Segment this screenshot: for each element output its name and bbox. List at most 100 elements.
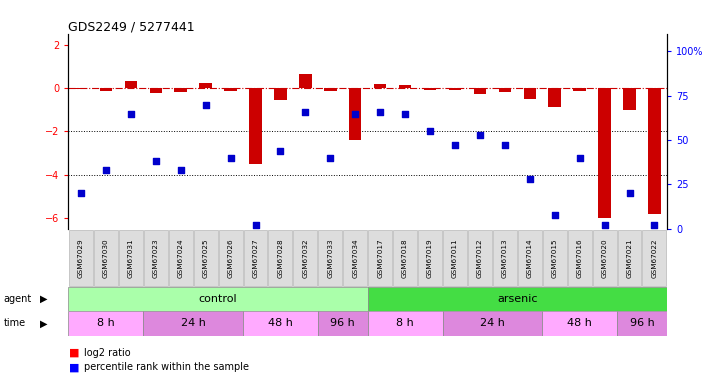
Text: arsenic: arsenic (497, 294, 538, 304)
Bar (143, 311, 243, 336)
Bar (243, 311, 318, 336)
Bar (75, 88, 87, 89)
Text: GSM67021: GSM67021 (627, 238, 632, 278)
Point (524, 176, 536, 182)
Bar (542, 311, 617, 336)
Point (200, 102, 211, 108)
Bar (99, 88, 112, 91)
Point (624, 190, 635, 196)
Text: 24 h: 24 h (181, 318, 205, 328)
Text: ▶: ▶ (40, 294, 47, 304)
Text: GSM67014: GSM67014 (527, 238, 533, 278)
Point (75, 190, 87, 196)
Bar (618, 230, 642, 286)
Text: GSM67017: GSM67017 (377, 238, 383, 278)
Point (175, 167, 187, 173)
Text: GSM67034: GSM67034 (353, 238, 358, 278)
Bar (349, 88, 361, 140)
Point (649, 222, 660, 228)
Bar (642, 230, 666, 286)
Text: GSM67027: GSM67027 (252, 238, 259, 278)
Bar (94, 230, 118, 286)
Text: GSM67024: GSM67024 (177, 238, 184, 278)
Bar (443, 311, 542, 336)
Text: 24 h: 24 h (480, 318, 505, 328)
Bar (194, 230, 218, 286)
Point (574, 155, 585, 161)
Bar (518, 230, 541, 286)
Bar (543, 230, 567, 286)
Bar (68, 311, 143, 336)
Bar (268, 230, 293, 286)
Bar (125, 81, 137, 88)
Bar (324, 88, 337, 90)
Point (324, 155, 336, 161)
Bar (368, 311, 443, 336)
Bar (374, 84, 386, 88)
Point (275, 148, 286, 154)
Bar (418, 230, 442, 286)
Bar (274, 88, 287, 100)
Text: GSM67030: GSM67030 (103, 238, 109, 278)
Bar (499, 88, 511, 92)
Text: 8 h: 8 h (397, 318, 414, 328)
Text: ■: ■ (68, 348, 79, 357)
Point (474, 132, 486, 138)
Bar (468, 230, 492, 286)
Bar (293, 230, 317, 286)
Text: GSM67028: GSM67028 (278, 238, 283, 278)
Bar (244, 230, 267, 286)
Point (399, 111, 411, 117)
Bar (399, 85, 412, 88)
Bar (318, 311, 368, 336)
Text: GSM67013: GSM67013 (502, 238, 508, 278)
Bar (567, 230, 592, 286)
Text: GSM67025: GSM67025 (203, 238, 208, 278)
Bar (393, 230, 417, 286)
Bar (143, 230, 168, 286)
Text: 96 h: 96 h (330, 318, 355, 328)
Text: GSM67029: GSM67029 (78, 238, 84, 278)
Bar (343, 230, 367, 286)
Point (499, 142, 510, 148)
Bar (623, 88, 636, 109)
Bar (648, 88, 660, 214)
Bar (149, 88, 162, 93)
Bar (69, 230, 93, 286)
Bar (593, 230, 616, 286)
Text: GSM67032: GSM67032 (302, 238, 309, 278)
Text: log2 ratio: log2 ratio (84, 348, 131, 357)
Point (150, 158, 162, 164)
Text: ▶: ▶ (40, 318, 47, 328)
Point (599, 222, 611, 228)
Point (300, 109, 311, 115)
Text: GSM67018: GSM67018 (402, 238, 408, 278)
Bar (368, 287, 667, 311)
Text: GSM67011: GSM67011 (452, 238, 458, 278)
Text: percentile rank within the sample: percentile rank within the sample (84, 363, 249, 372)
Text: time: time (4, 318, 26, 328)
Text: control: control (199, 294, 237, 304)
Bar (174, 88, 187, 92)
Text: GSM67015: GSM67015 (552, 238, 558, 278)
Text: 48 h: 48 h (268, 318, 293, 328)
Text: GSM67023: GSM67023 (153, 238, 159, 278)
Bar (617, 311, 667, 336)
Text: GSM67020: GSM67020 (601, 238, 608, 278)
Text: GSM67016: GSM67016 (577, 238, 583, 278)
Bar (443, 230, 467, 286)
Bar (474, 88, 486, 94)
Text: GSM67026: GSM67026 (228, 238, 234, 278)
Text: GSM67022: GSM67022 (652, 238, 658, 278)
Text: 96 h: 96 h (629, 318, 655, 328)
Text: ■: ■ (68, 363, 79, 372)
Bar (224, 88, 236, 90)
Point (449, 142, 461, 148)
Text: GSM67019: GSM67019 (427, 238, 433, 278)
Bar (68, 287, 368, 311)
Text: GDS2249 / 5277441: GDS2249 / 5277441 (68, 21, 195, 34)
Text: GSM67033: GSM67033 (327, 238, 333, 278)
Bar (523, 88, 536, 99)
Text: GSM67012: GSM67012 (477, 238, 483, 278)
Bar (169, 230, 193, 286)
